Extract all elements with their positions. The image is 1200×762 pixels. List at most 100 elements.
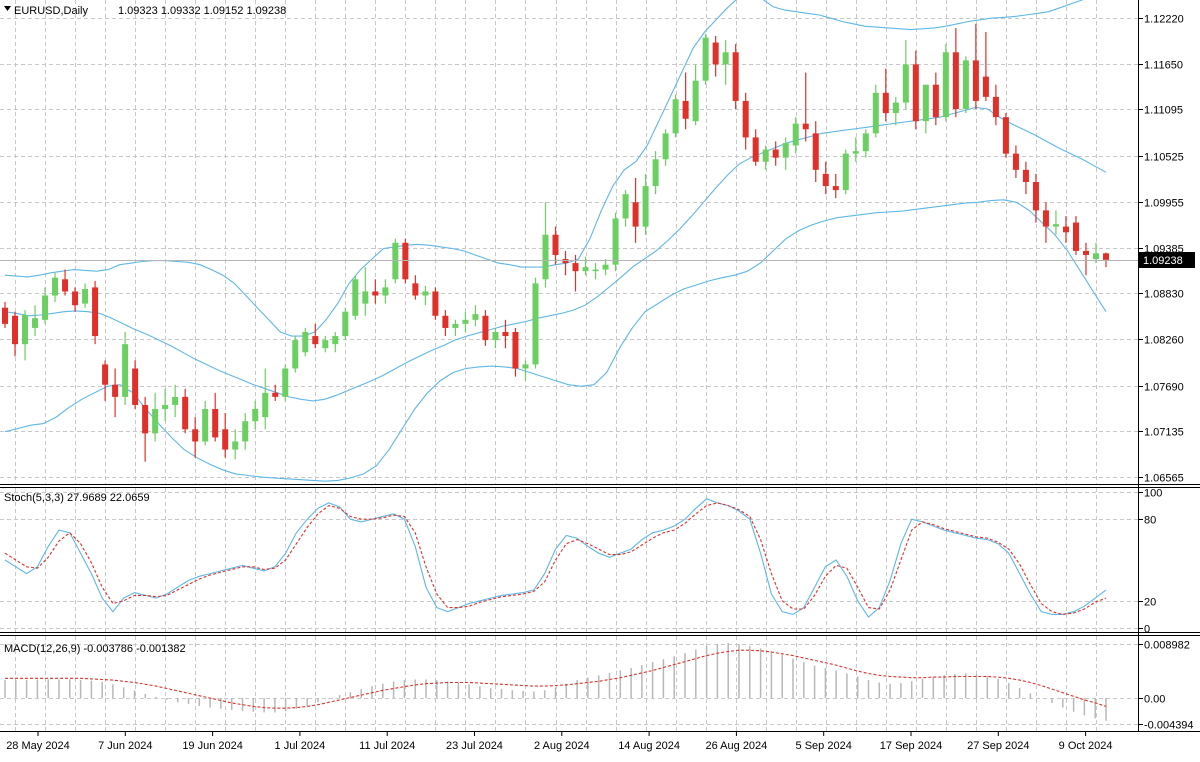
candle-body: [162, 404, 169, 410]
candle: [612, 212, 619, 272]
candle: [532, 277, 539, 369]
candle-body: [382, 287, 389, 296]
candle: [812, 121, 819, 182]
stochastic-lines: [4, 498, 1107, 618]
candle-body: [1092, 253, 1099, 260]
candle: [952, 27, 959, 118]
collapse-arrow-icon[interactable]: [4, 6, 11, 11]
price-axis[interactable]: 1.122201.116501.110951.105251.099551.093…: [1138, 0, 1195, 732]
candle-body: [92, 287, 99, 337]
stochastic-panel[interactable]: Stoch(5,3,3) 27.9689 22.0659: [4, 492, 1107, 618]
candle: [832, 173, 839, 199]
candle-body: [392, 242, 399, 280]
candle: [382, 279, 389, 304]
panel-separators[interactable]: [0, 484, 1200, 732]
candle-body: [822, 173, 829, 187]
candle-body: [992, 96, 999, 118]
candle-body: [1062, 226, 1069, 233]
candle-body: [1012, 153, 1019, 170]
candle: [802, 72, 809, 142]
candle: [302, 327, 309, 357]
candle-body: [222, 429, 229, 450]
candle: [352, 275, 359, 320]
candle: [1092, 242, 1099, 264]
candle-body: [482, 315, 489, 341]
macd-panel[interactable]: MACD(12,26,9) -0.003786 -0.001382: [4, 643, 1107, 721]
time-tick-label: 9 Oct 2024: [1059, 740, 1113, 752]
candle: [742, 92, 749, 150]
candle: [62, 269, 69, 296]
time-tick-label: 23 Jul 2024: [446, 740, 503, 752]
candle: [52, 272, 59, 302]
time-tick-label: 27 Sep 2024: [967, 740, 1029, 752]
candle-body: [712, 42, 719, 65]
candle-body: [282, 368, 289, 397]
candle-body: [1002, 117, 1009, 154]
candle: [182, 388, 189, 434]
candle: [1042, 202, 1049, 243]
candle: [502, 319, 509, 349]
candle-body: [962, 60, 969, 110]
candle: [92, 280, 99, 345]
candle: [602, 259, 609, 276]
candle: [542, 202, 549, 288]
candle-body: [372, 291, 379, 296]
candle-body: [292, 340, 299, 369]
time-tick-label: 5 Sep 2024: [796, 740, 852, 752]
candle: [752, 129, 759, 166]
candle: [242, 413, 249, 450]
candle: [722, 40, 729, 85]
candle: [442, 310, 449, 337]
symbol-label: EURUSD,Daily: [14, 5, 88, 17]
candle: [782, 137, 789, 170]
candle-body: [582, 267, 589, 272]
candle: [22, 310, 29, 361]
time-axis[interactable]: 28 May 2024 7 Jun 2024 19 Jun 2024 1 Jul 20…: [6, 731, 1113, 752]
time-tick-label: 19 Jun 2024: [182, 740, 243, 752]
candle-body: [812, 133, 819, 170]
stoch-tick-label: 100: [1144, 488, 1162, 500]
candle-body: [702, 37, 709, 81]
candle-body: [32, 318, 39, 328]
candle: [142, 396, 149, 462]
candle: [662, 129, 669, 166]
stoch-tick-label: 0: [1144, 624, 1150, 636]
candle-body: [692, 80, 699, 122]
candle: [152, 392, 159, 442]
candle-body: [842, 153, 849, 191]
candle-body: [322, 340, 329, 349]
candle-body: [412, 283, 419, 296]
candle: [972, 23, 979, 110]
candle-body: [242, 421, 249, 442]
candle-body: [792, 123, 799, 146]
candle-body: [752, 137, 759, 162]
price-panel[interactable]: EURUSD,Daily 1.09323 1.09332 1.09152 1.0…: [0, 0, 1138, 482]
time-tick-label: 28 May 2024: [6, 740, 70, 752]
candle-body: [72, 291, 79, 306]
macd-tick-label: -0.004394: [1144, 720, 1194, 732]
price-tick-label: 1.07135: [1144, 427, 1184, 439]
candle: [292, 336, 299, 373]
candle: [572, 254, 579, 292]
candle: [72, 287, 79, 312]
candle: [672, 94, 679, 138]
candle: [682, 72, 689, 130]
candle-body: [122, 344, 129, 397]
candle-body: [1082, 250, 1089, 255]
price-tick-label: 1.11650: [1144, 60, 1183, 72]
candle: [512, 327, 519, 377]
candle: [862, 129, 869, 158]
candle: [1022, 161, 1029, 195]
candle-body: [672, 99, 679, 134]
candle: [772, 141, 779, 166]
price-tick-label: 1.06565: [1144, 473, 1184, 485]
candle-body: [802, 123, 809, 130]
candle: [202, 400, 209, 446]
candle: [2, 302, 9, 328]
candle: [392, 238, 399, 284]
candle-body: [262, 392, 269, 418]
candle: [792, 117, 799, 154]
candle-body: [952, 52, 959, 110]
candle: [872, 84, 879, 138]
